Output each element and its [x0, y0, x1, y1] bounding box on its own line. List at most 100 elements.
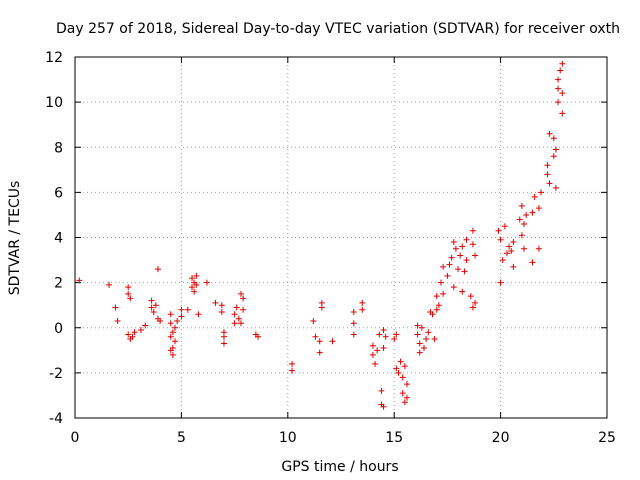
data-point — [399, 374, 406, 381]
data-point — [237, 290, 244, 297]
axis-ticks: 0 5 10 15 20 25 -4 -2 0 2 4 6 8 10 12 — [45, 50, 616, 446]
y-tick-label: 12 — [45, 50, 63, 66]
data-point — [372, 360, 379, 367]
data-point — [463, 236, 470, 243]
data-point — [350, 320, 357, 327]
data-point — [310, 317, 317, 324]
data-point — [523, 211, 530, 218]
data-point — [497, 236, 504, 243]
data-point — [450, 239, 457, 246]
data-point — [446, 261, 453, 268]
data-point — [555, 99, 562, 106]
data-point — [452, 245, 459, 252]
data-point — [106, 281, 113, 288]
data-point — [150, 308, 157, 315]
data-point — [127, 295, 134, 302]
data-point — [112, 304, 119, 311]
data-point — [469, 304, 476, 311]
data-point — [382, 333, 389, 340]
data-point — [429, 311, 436, 318]
data-point — [380, 345, 387, 352]
data-point — [550, 153, 557, 160]
data-point — [167, 320, 174, 327]
data-point — [401, 363, 408, 370]
y-tick-label: 0 — [54, 321, 63, 337]
data-point — [467, 293, 474, 300]
data-point — [440, 263, 447, 270]
data-point — [397, 358, 404, 365]
data-point — [380, 403, 387, 410]
data-point — [359, 299, 366, 306]
data-point — [450, 284, 457, 291]
data-point — [448, 254, 455, 261]
data-point — [152, 302, 159, 309]
data-point — [289, 367, 296, 374]
data-point — [438, 279, 445, 286]
data-point — [559, 90, 566, 97]
data-point — [312, 333, 319, 340]
data-point — [318, 304, 325, 311]
data-point — [231, 311, 238, 318]
data-point — [167, 347, 174, 354]
data-point — [178, 306, 185, 313]
data-point — [231, 320, 238, 327]
data-point — [391, 336, 398, 343]
data-point — [212, 299, 219, 306]
data-point — [444, 272, 451, 279]
data-point — [431, 336, 438, 343]
data-point — [501, 223, 508, 230]
data-point — [393, 331, 400, 338]
y-tick-label: -2 — [49, 366, 63, 382]
data-point — [129, 333, 136, 340]
data-point — [516, 216, 523, 223]
data-point — [544, 171, 551, 178]
data-point — [131, 329, 138, 336]
data-point — [167, 311, 174, 318]
data-point — [399, 390, 406, 397]
data-point — [433, 306, 440, 313]
data-point — [148, 304, 155, 311]
y-tick-label: 2 — [54, 276, 63, 292]
data-point — [169, 351, 176, 358]
data-point — [459, 288, 466, 295]
data-point — [403, 381, 410, 388]
y-tick-label: 8 — [54, 140, 63, 156]
data-point — [125, 331, 132, 338]
data-point — [416, 349, 423, 356]
data-point — [518, 232, 525, 239]
data-point — [510, 263, 517, 270]
data-point — [420, 345, 427, 352]
data-point — [178, 313, 185, 320]
x-tick-label: 10 — [279, 430, 297, 446]
data-point — [125, 290, 132, 297]
chart-title: Day 257 of 2018, Sidereal Day-to-day VTE… — [56, 21, 620, 37]
data-point — [233, 304, 240, 311]
data-point — [220, 329, 227, 336]
y-tick-label: 4 — [54, 231, 63, 247]
data-point — [552, 184, 559, 191]
data-point — [497, 279, 504, 286]
data-point — [414, 331, 421, 338]
data-point — [538, 189, 545, 196]
data-point — [469, 241, 476, 248]
data-point — [237, 320, 244, 327]
y-tick-label: 6 — [54, 185, 63, 201]
data-point — [552, 146, 559, 153]
data-point — [369, 342, 376, 349]
data-point — [376, 331, 383, 338]
data-point — [435, 302, 442, 309]
data-point — [184, 306, 191, 313]
data-point — [195, 311, 202, 318]
data-point — [378, 387, 385, 394]
data-point — [518, 202, 525, 209]
data-point — [289, 360, 296, 367]
data-point — [172, 338, 179, 345]
chart-grid — [75, 57, 607, 418]
data-point — [403, 394, 410, 401]
data-point — [137, 327, 144, 334]
data-point — [114, 317, 121, 324]
data-point — [193, 281, 200, 288]
x-tick-label: 15 — [385, 430, 403, 446]
data-point — [535, 205, 542, 212]
data-point — [203, 279, 210, 286]
